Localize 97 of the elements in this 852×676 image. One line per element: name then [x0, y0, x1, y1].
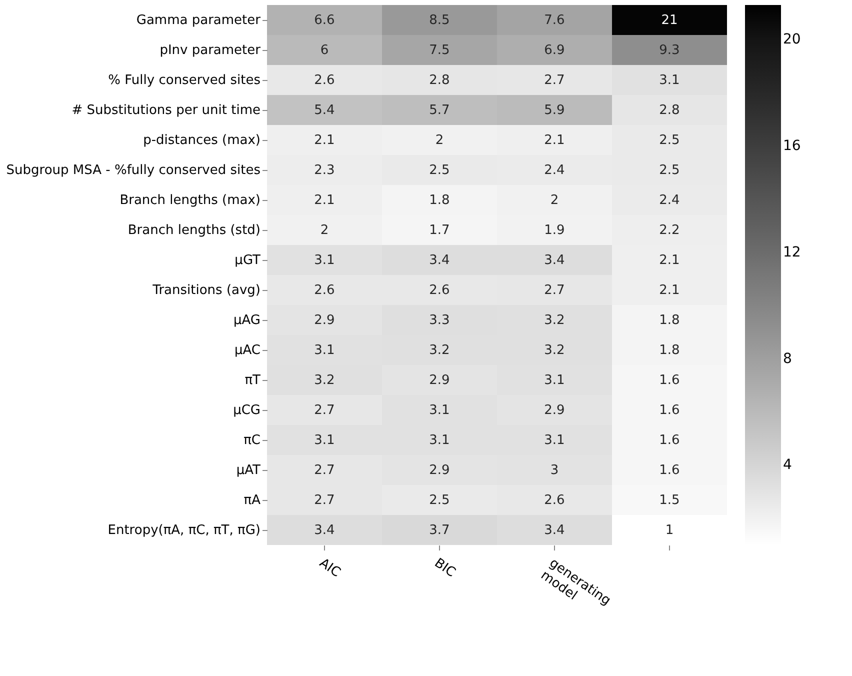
data-label: 1.8	[659, 313, 680, 328]
data-label: 2.5	[659, 133, 680, 148]
data-label: 2.7	[544, 283, 565, 298]
data-label: 3.4	[429, 253, 450, 268]
data-label: 2.8	[659, 103, 680, 118]
color-bar-label: 4	[783, 457, 792, 474]
data-label: 5.7	[429, 103, 450, 118]
data-label: 2.6	[429, 283, 450, 298]
data-label: 2	[320, 223, 329, 238]
data-label: 1.8	[659, 343, 680, 358]
y-tick-label: μAT	[236, 463, 261, 478]
color-bar-label: 12	[783, 244, 801, 260]
y-tick-label: Subgroup MSA - %fully conserved sites	[6, 163, 261, 178]
data-label: 2.7	[544, 73, 565, 88]
y-tick-label: Transitions (avg)	[152, 283, 260, 298]
data-label: 1.9	[544, 223, 565, 238]
color-bar-label: 16	[783, 138, 801, 154]
data-label: 2.1	[659, 283, 680, 298]
data-label: 3.2	[314, 373, 335, 388]
data-label: 6	[320, 43, 329, 58]
data-label: 1.7	[429, 223, 450, 238]
data-label: 21	[661, 13, 678, 28]
data-label: 3.1	[544, 373, 565, 388]
data-label: 2.6	[544, 493, 565, 508]
data-label: 2.5	[429, 163, 450, 178]
y-tick-label: Gamma parameter	[136, 13, 262, 28]
data-label: 5.4	[314, 103, 335, 118]
data-label: 2.6	[314, 283, 335, 298]
data-label: 2.2	[659, 223, 680, 238]
y-tick-label: Branch lengths (max)	[120, 193, 260, 208]
data-label: 1	[665, 523, 674, 538]
y-tick-label: p-distances (max)	[143, 133, 260, 148]
data-label: 6.9	[544, 43, 565, 58]
data-label: 2.1	[659, 253, 680, 268]
color-bar-label: 20	[783, 32, 801, 48]
y-tick-label: Entropy(πA, πC, πT, πG)	[108, 523, 260, 538]
x-tick-label: BIC	[431, 556, 458, 580]
data-label: 5.9	[544, 103, 565, 118]
data-label: 2.3	[314, 163, 335, 178]
data-label: 2.8	[429, 73, 450, 88]
color-bar-label: 8	[783, 350, 792, 367]
y-tick-label: πA	[244, 493, 261, 508]
data-label: 2	[550, 193, 559, 208]
data-label: 3.2	[429, 343, 450, 358]
y-tick-label: μGT	[234, 253, 261, 268]
data-label: 2	[435, 133, 444, 148]
y-tick-label: μCG	[233, 403, 260, 418]
data-label: 3	[550, 463, 559, 478]
data-label: 3.1	[429, 403, 450, 418]
data-label: 2.7	[314, 493, 335, 508]
data-label: 3.4	[544, 253, 565, 268]
x-tick-label: AIC	[316, 556, 343, 580]
y-tick-label: # Substitutions per unit time	[72, 103, 260, 118]
data-label: 3.4	[314, 523, 335, 538]
data-label: 7.6	[544, 13, 565, 28]
data-label: 2.4	[544, 163, 565, 178]
data-label: 6.6	[314, 13, 335, 28]
y-tick-label: Branch lengths (std)	[128, 223, 260, 238]
data-label: 3.1	[429, 433, 450, 448]
data-label: 8.5	[429, 13, 450, 28]
data-label: 3.3	[429, 313, 450, 328]
data-label: 1.5	[659, 493, 680, 508]
data-label: 2.1	[314, 193, 335, 208]
data-label: 1.6	[659, 403, 680, 418]
data-label: 2.1	[544, 133, 565, 148]
y-tick-label: % Fully conserved sites	[108, 73, 261, 88]
data-label: 3.4	[544, 523, 565, 538]
data-label: 9.3	[659, 43, 680, 58]
y-tick-label: πC	[244, 433, 260, 448]
data-label: 3.1	[314, 253, 335, 268]
data-label: 3.2	[544, 343, 565, 358]
data-label: 3.1	[314, 343, 335, 358]
data-label: 7.5	[429, 43, 450, 58]
y-tick-label: μAG	[233, 313, 260, 328]
data-label: 3.1	[544, 433, 565, 448]
data-label: 3.2	[544, 313, 565, 328]
data-label: 2.9	[429, 463, 450, 478]
data-label: 2.9	[544, 403, 565, 418]
data-label: 2.7	[314, 463, 335, 478]
data-label: 2.9	[429, 373, 450, 388]
data-label: 2.1	[314, 133, 335, 148]
y-tick-label: μAC	[234, 343, 260, 358]
data-label: 2.6	[314, 73, 335, 88]
data-label: 3.1	[659, 73, 680, 88]
data-label: 2.4	[659, 193, 680, 208]
data-label: 1.6	[659, 373, 680, 388]
data-label: 2.5	[659, 163, 680, 178]
data-label: 1.8	[429, 193, 450, 208]
y-tick-label: pInv parameter	[160, 43, 262, 58]
data-label: 3.1	[314, 433, 335, 448]
data-label: 3.7	[429, 523, 450, 538]
data-label: 1.6	[659, 433, 680, 448]
y-tick-label: πT	[244, 373, 261, 388]
data-label: 2.9	[314, 313, 335, 328]
data-label: 1.6	[659, 463, 680, 478]
data-label: 2.5	[429, 493, 450, 508]
data-label: 2.7	[314, 403, 335, 418]
